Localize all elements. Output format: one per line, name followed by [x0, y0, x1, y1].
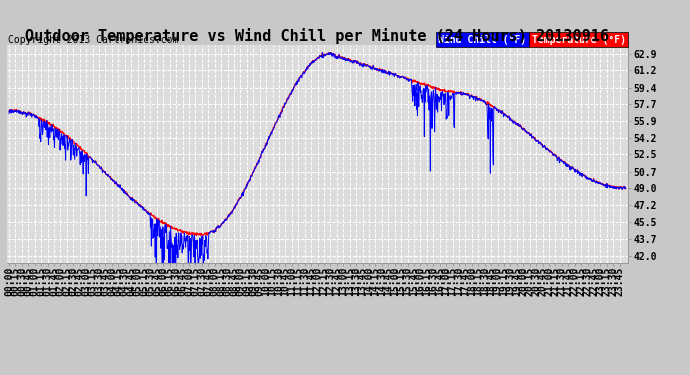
Text: Wind Chill (°F): Wind Chill (°F) [439, 34, 526, 45]
Text: Copyright 2013 Cartronics.com: Copyright 2013 Cartronics.com [8, 34, 178, 45]
Title: Outdoor Temperature vs Wind Chill per Minute (24 Hours) 20130916: Outdoor Temperature vs Wind Chill per Mi… [26, 28, 609, 44]
Text: Temperature (°F): Temperature (°F) [531, 34, 626, 45]
